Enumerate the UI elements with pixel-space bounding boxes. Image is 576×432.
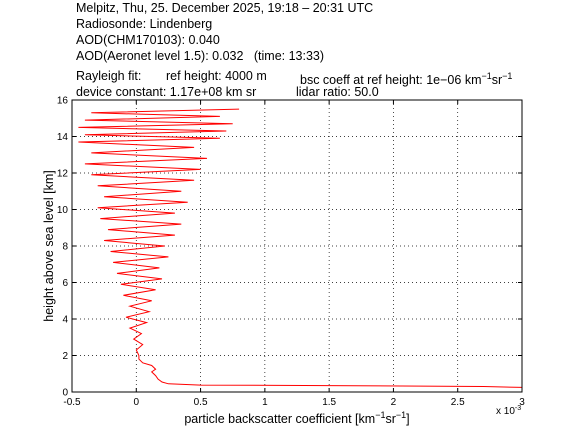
x-tick-label: 1 (262, 397, 268, 408)
rayleigh-label: Rayleigh fit: (76, 69, 142, 83)
x-tick-label: 2.5 (451, 397, 465, 408)
bsc-coeff-text: bsc coeff at ref height: 1e−06 km (300, 73, 482, 88)
device-constant: device constant: 1.17e+08 km sr (76, 85, 257, 99)
header-line-2: Radiosonde: Lindenberg (76, 17, 213, 31)
y-axis-label: height above sea level [km] (42, 170, 56, 321)
bsc-coeff: bsc coeff at ref height: 1e−06 km−1sr−1 (300, 71, 513, 88)
y-tick-label: 2 (62, 351, 68, 362)
lidar-ratio: lidar ratio: 50.0 (296, 85, 379, 99)
y-tick-label: 8 (62, 242, 68, 253)
y-tick-label: 0 (62, 388, 68, 399)
y-tick-label: 4 (62, 315, 68, 326)
x-axis-label: particle backscatter coefficient [km−1sr… (184, 410, 409, 426)
grid (72, 100, 522, 392)
y-tick-label: 12 (57, 169, 69, 180)
backscatter-profile-line (78, 108, 523, 388)
x-multiplier: x 10-3 (496, 405, 521, 417)
x-tick-label: -0.5 (63, 397, 81, 408)
header-line-1: Melpitz, Thu, 25. December 2025, 19:18 –… (76, 1, 374, 15)
y-tick-label: 14 (57, 132, 69, 143)
header-line-3: AOD(CHM170103): 0.040 (76, 33, 220, 47)
x-tick-label: 0 (134, 397, 140, 408)
y-tick-label: 10 (57, 205, 69, 216)
x-tick-label: 0.5 (194, 397, 208, 408)
plot-frame (71, 99, 523, 393)
header-line-4: AOD(Aeronet level 1.5): 0.032 (time: 13:… (76, 49, 325, 63)
x-tick-label: 1.5 (322, 397, 336, 408)
x-tick-label: 3 (519, 397, 525, 408)
x-tick-label: 2 (391, 397, 397, 408)
series-group (78, 108, 523, 388)
y-tick-label: 6 (62, 278, 68, 289)
ref-height: ref height: 4000 m (166, 69, 267, 83)
y-tick-label: 16 (57, 96, 69, 107)
